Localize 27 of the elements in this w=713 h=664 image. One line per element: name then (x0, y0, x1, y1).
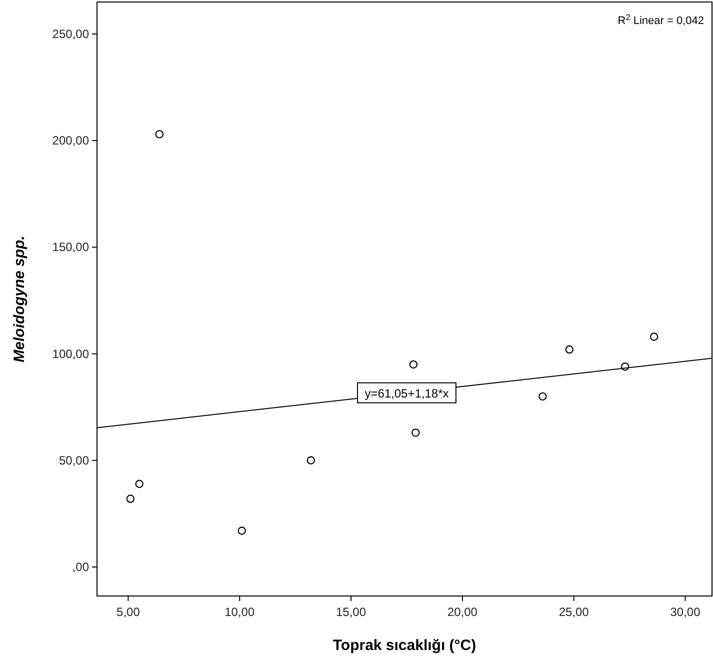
x-tick-label: 15,00 (336, 605, 366, 619)
y-tick-label: 50,00 (58, 453, 90, 468)
y-tick-label: 250,00 (52, 26, 90, 41)
y-tick-label: 200,00 (52, 134, 90, 148)
point (135, 480, 144, 488)
x-tick-label: 20,00 (447, 605, 478, 619)
point (238, 526, 246, 535)
point (126, 494, 135, 503)
point (306, 456, 316, 465)
x-tick-label: 30,00 (670, 605, 701, 619)
point (565, 345, 574, 354)
y-tick-label: 100,00 (52, 346, 90, 361)
point (650, 332, 658, 341)
point (155, 130, 164, 138)
point (412, 428, 420, 437)
point (538, 392, 547, 401)
annotation: R$^{2}$ Linear = 0,042 (618, 12, 704, 27)
y-tick-label: 150,00 (52, 240, 90, 254)
point (409, 360, 418, 369)
annotation: y=61,05+1,18*x (364, 386, 449, 400)
x-axis-title: Toprak sıcaklığı (°C) (332, 637, 476, 654)
x-tick-label: 25,00 (558, 605, 590, 619)
x-tick-label: 10,00 (224, 605, 255, 619)
x-tick-label: 5,00 (116, 605, 140, 619)
y-tick-label: ,00 (72, 560, 90, 574)
y-axis-title: Meloidogyne spp. (11, 236, 28, 362)
point (620, 362, 630, 371)
